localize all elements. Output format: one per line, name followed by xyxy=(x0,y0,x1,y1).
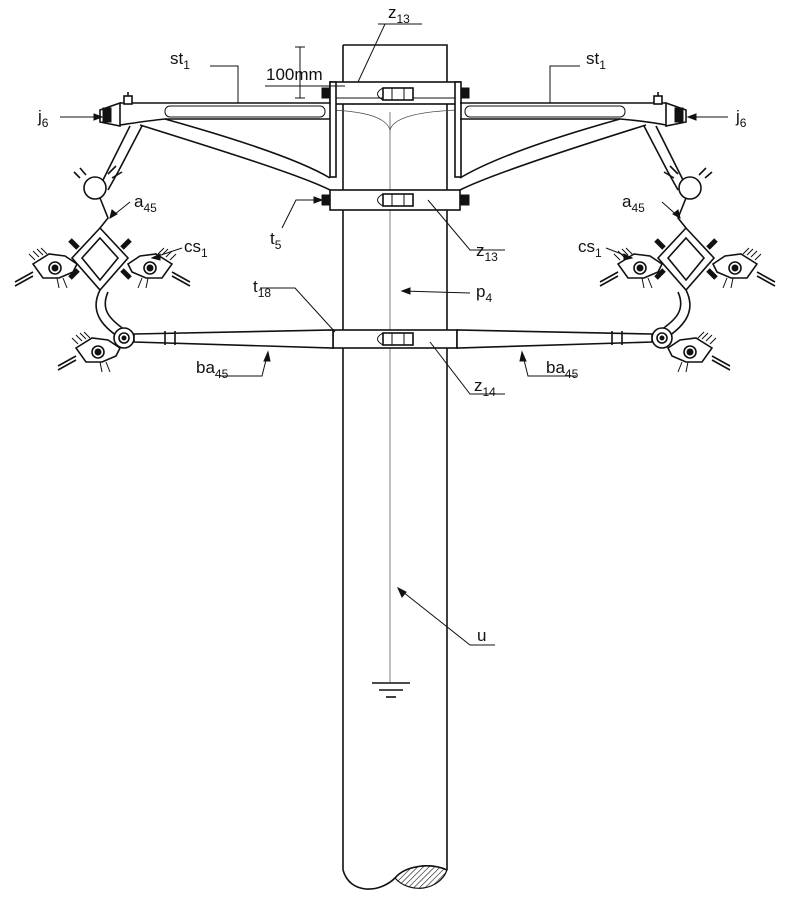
mid-pole-band xyxy=(321,189,470,211)
tie-bar-left xyxy=(113,327,334,349)
label-u: u xyxy=(477,626,486,645)
label-dimension: 100mm xyxy=(266,65,323,84)
label-t5: t5 xyxy=(270,229,282,252)
label-cs1-right: cs1 xyxy=(578,237,602,260)
cross-arm-left xyxy=(99,92,331,191)
label-ba45-left: ba45 xyxy=(196,358,229,381)
cross-arm-right xyxy=(459,92,687,191)
label-t18: t18 xyxy=(253,277,271,300)
label-st1-right: st1 xyxy=(586,49,606,72)
pole xyxy=(342,44,448,890)
label-st1-left: st1 xyxy=(170,49,190,72)
label-cs1-left: cs1 xyxy=(184,237,208,260)
strain-assembly-right xyxy=(599,165,776,373)
label-z14: z14 xyxy=(474,376,496,399)
label-j6-left: j6 xyxy=(37,107,49,130)
label-p4: p4 xyxy=(476,282,492,305)
label-z13-mid: z13 xyxy=(476,241,498,264)
arrowheads xyxy=(93,113,697,598)
label-z13-top: z13 xyxy=(388,3,410,26)
label-a45-left: a45 xyxy=(134,192,157,215)
tie-bar-right xyxy=(456,327,673,349)
lower-pole-band xyxy=(332,329,458,349)
label-j6-right: j6 xyxy=(735,107,747,130)
top-pole-band xyxy=(321,81,470,178)
label-ba45-right: ba45 xyxy=(546,358,579,381)
label-a45-right: a45 xyxy=(622,192,645,215)
